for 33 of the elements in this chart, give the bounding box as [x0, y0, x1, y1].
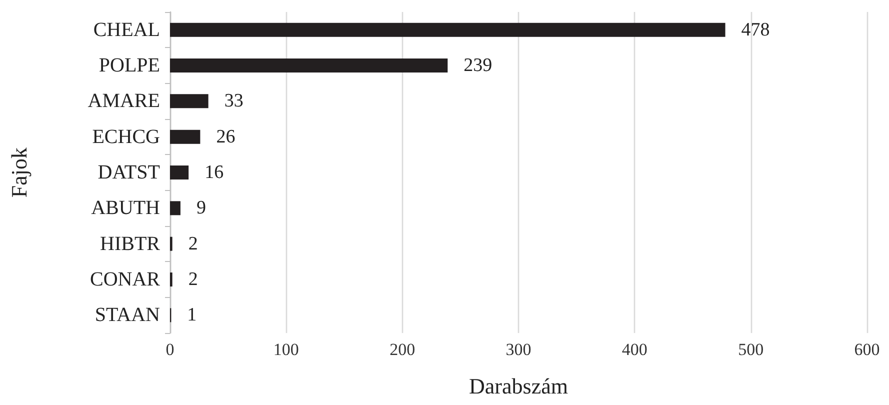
bar	[170, 201, 180, 216]
x-tick-label: 0	[166, 340, 174, 359]
y-tick-label: ABUTH	[91, 197, 160, 220]
x-axis-title: Darabszám	[469, 374, 568, 398]
data-label: 9	[196, 198, 206, 219]
x-tick-label: 300	[506, 340, 532, 359]
bar	[170, 94, 208, 108]
y-tick-label: CONAR	[90, 268, 161, 290]
data-label: 2	[188, 233, 198, 254]
bar	[170, 58, 448, 72]
x-tick-label: 100	[273, 340, 299, 359]
data-label: 478	[741, 19, 770, 40]
bar	[170, 22, 726, 37]
y-tick-label: DATST	[98, 162, 160, 184]
data-label: 2	[188, 269, 198, 290]
x-tick-label: 400	[622, 340, 648, 359]
bar	[170, 130, 200, 144]
x-tick-label: 200	[390, 340, 416, 359]
data-label: 1	[187, 304, 197, 326]
data-label: 33	[224, 90, 244, 112]
y-axis-title: Fajok	[6, 147, 32, 198]
y-tick-label: AMARE	[88, 90, 160, 112]
data-label: 26	[216, 126, 236, 148]
y-tick-label: CHEAL	[93, 18, 160, 41]
data-label: 239	[464, 55, 492, 76]
data-label: 16	[204, 162, 224, 183]
x-tick-label: 600	[854, 340, 880, 359]
y-tick-label: STAAN	[94, 304, 160, 326]
bar	[170, 166, 189, 180]
y-tick-label: HIBTR	[100, 232, 161, 255]
y-tick-label: ECHCG	[92, 126, 160, 148]
x-tick-label: 500	[738, 340, 764, 359]
y-tick-label: POLPE	[98, 54, 160, 76]
